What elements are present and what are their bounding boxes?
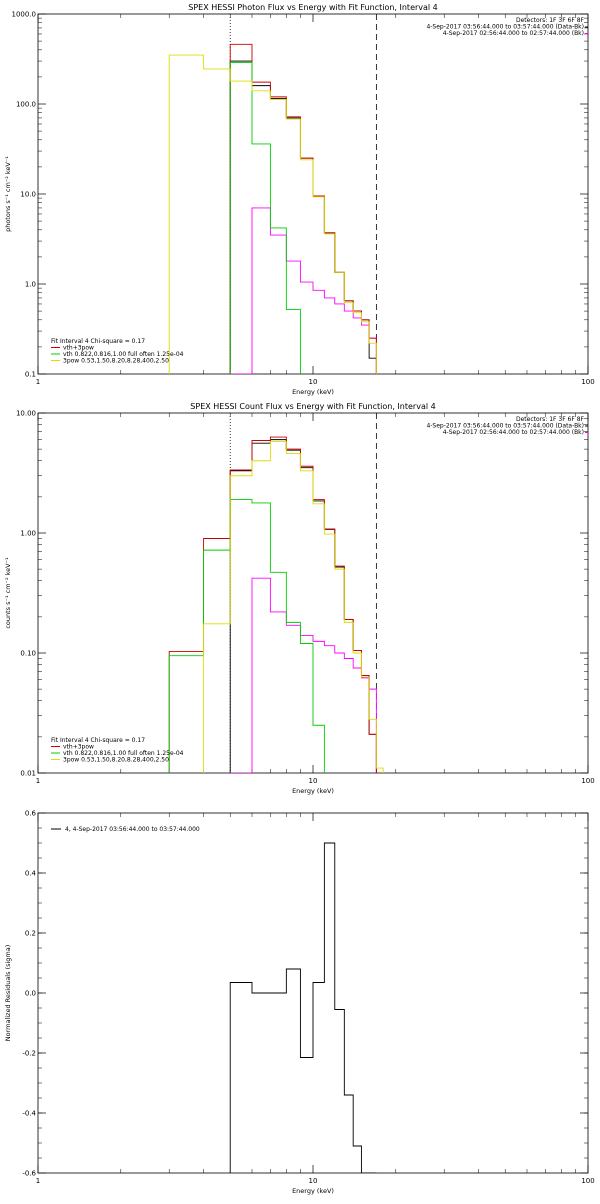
x-axis-label: Energy (keV) xyxy=(292,1187,334,1195)
x-tick-label: 10 xyxy=(309,378,318,386)
series-line-4 xyxy=(168,499,325,773)
y-tick-label: 1.00 xyxy=(20,530,36,538)
legend-fit-line: 3pow 0.53,1.50,8.20,8.28,400,2.50 xyxy=(63,358,169,365)
series-line-5 xyxy=(168,54,377,374)
y-tick-label: 0.10 xyxy=(20,650,36,658)
x-tick-label: 100 xyxy=(581,777,594,785)
x-tick-label: 10 xyxy=(309,777,318,785)
y-tick-label: 10.0 xyxy=(20,191,36,199)
y-tick-label: 0.0 xyxy=(25,990,36,998)
legend-header-line: Detectors: 1F 3F 6F 8F xyxy=(516,17,585,24)
x-axis-label: Energy (keV) xyxy=(292,787,334,795)
y-axis-label: counts s⁻¹ cm⁻² keV⁻¹ xyxy=(4,557,12,629)
legend-fit-line: Fit Interval 4 Chi-square = 0.17 xyxy=(51,338,145,345)
y-tick-label: -0.4 xyxy=(22,1110,36,1118)
x-tick-label: 10 xyxy=(309,1177,318,1185)
legend-header-line: 4-Sep-2017 02:56:44.000 to 02:57:44.000 … xyxy=(443,429,584,436)
y-tick-label: 0.2 xyxy=(25,930,36,938)
y-tick-label: 1.0 xyxy=(25,281,36,289)
x-axis-label: Energy (keV) xyxy=(292,388,334,396)
y-tick-label: 1000.0 xyxy=(12,11,37,19)
y-axis-label: Normalized Residuals (sigma) xyxy=(4,945,12,1042)
legend-entry: 4, 4-Sep-2017 03:56:44.000 to 03:57:44.0… xyxy=(65,826,200,833)
series-line-4 xyxy=(229,61,301,374)
y-tick-label: 0.1 xyxy=(25,371,36,379)
series-line-1 xyxy=(229,842,377,1173)
legend-header-line: 4-Sep-2017 03:56:44.000 to 03:57:44.000 … xyxy=(426,423,584,430)
chart-panel-3: 1 10 100 Energy (keV) -0.6 -0.4 -0.2 0.0 0.2 0.4 0… xyxy=(4,810,595,1196)
chart-title: SPEX HESSI Photon Flux vs Energy with Fi… xyxy=(188,3,438,12)
series-group xyxy=(229,842,377,1173)
legend-header-line: 4-Sep-2017 03:56:44.000 to 03:57:44.000 … xyxy=(426,24,584,31)
series-group xyxy=(168,43,377,374)
chart-title: SPEX HESSI Count Flux vs Energy with Fit… xyxy=(190,402,435,411)
legend-fit-line: vth 0.822,0.816,1.00 full often 1.25e-04 xyxy=(63,351,184,358)
y-tick-label: 100.0 xyxy=(16,101,36,109)
series-line-5 xyxy=(203,440,384,773)
series-line-3 xyxy=(168,436,377,773)
y-tick-label: -0.6 xyxy=(22,1170,36,1178)
y-axis-label: photons s⁻¹ cm⁻² keV⁻¹ xyxy=(4,156,12,232)
y-tick-label: 0.01 xyxy=(20,770,36,778)
x-tick-label: 1 xyxy=(36,1177,40,1185)
legend-header-line: Detectors: 1F 3F 6F 8F xyxy=(516,416,585,423)
x-tick-label: 1 xyxy=(36,777,40,785)
legend-fit-line: Fit Interval 4 Chi-square = 0.17 xyxy=(51,737,145,744)
legend-fit-line: vth 0.822,0.816,1.00 full often 1.25e-04 xyxy=(63,750,184,757)
series-line-2 xyxy=(230,207,377,374)
series-line-2 xyxy=(230,577,377,773)
x-tick-label: 100 xyxy=(581,1177,594,1185)
series-group xyxy=(168,436,384,773)
chart-panel-1: SPEX HESSI Photon Flux vs Energy with Fi… xyxy=(4,3,595,396)
legend-header-line: 4-Sep-2017 02:56:44.000 to 02:57:44.000 … xyxy=(443,30,584,37)
y-tick-label: 0.4 xyxy=(25,870,37,878)
legend-fit-line: vth+3pow xyxy=(63,345,94,352)
y-tick-label: -0.2 xyxy=(22,1050,36,1058)
legend-fit-line: 3pow 0.53,1.50,8.20,8.28,400,2.50 xyxy=(63,757,169,764)
x-tick-label: 100 xyxy=(581,378,594,386)
y-tick-label: 0.6 xyxy=(25,810,37,818)
chart-panel-2: SPEX HESSI Count Flux vs Energy with Fit… xyxy=(4,402,595,795)
x-tick-label: 1 xyxy=(36,378,40,386)
y-tick-label: 10.00 xyxy=(16,410,36,418)
legend-fit-line: vth+3pow xyxy=(63,744,94,751)
